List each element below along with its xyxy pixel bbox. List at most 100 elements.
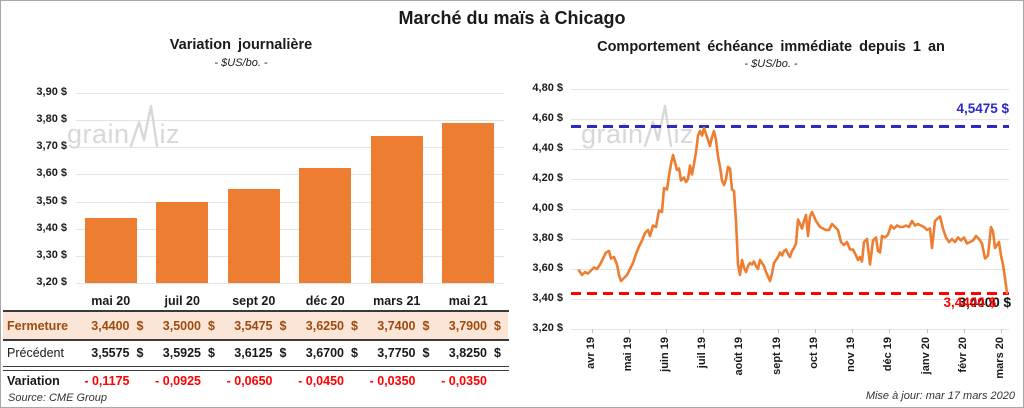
table-row-precedent: Précédent 3,5575 $3,5925 $3,6125 $3,6700 $3,7… xyxy=(3,341,508,365)
y-axis-tick-label: 4,60 $ xyxy=(532,112,563,124)
column-header-label: mai 21 xyxy=(448,294,488,308)
y-axis-tick-label: 3,50 $ xyxy=(36,194,67,207)
table-cell: - 0,0650 xyxy=(218,374,290,388)
right-chart-subtitle: - $US/bo. - xyxy=(744,58,798,70)
cell-currency: $ xyxy=(279,318,287,333)
bar-déc-20 xyxy=(299,167,352,283)
bar-mars-21 xyxy=(370,136,423,283)
column-header-label: mars 21 xyxy=(373,294,421,308)
page-title: Marché du maïs à Chicago xyxy=(398,8,626,28)
watermark-zigzag-icon xyxy=(643,104,672,148)
gridline xyxy=(571,179,1009,180)
gridline xyxy=(571,209,1009,210)
table-border-double xyxy=(3,366,509,371)
cell-currency: $ xyxy=(422,318,430,333)
cell-currency: $ xyxy=(422,346,430,360)
x-axis-tick-label: mars 20 xyxy=(994,337,1007,379)
y-axis-tick-label: 3,80 $ xyxy=(36,113,67,126)
gridline xyxy=(571,119,1009,120)
column-header-label: juil 20 xyxy=(164,294,200,308)
cell-value: - 0,0450 xyxy=(298,373,344,388)
bar-mai-20 xyxy=(84,217,137,283)
right-chart-title: Comportement échéance immédiate depuis 1… xyxy=(597,39,945,55)
gridline xyxy=(76,255,504,257)
table-cell: 3,5925 $ xyxy=(147,346,219,360)
table-cell: 3,6250 $ xyxy=(290,319,362,333)
cell-value: 3,5925 xyxy=(162,346,201,360)
x-axis-tick-label: mai 19 xyxy=(621,337,634,372)
max-dashed-line xyxy=(571,125,1009,129)
gridline xyxy=(76,228,504,230)
x-axis-tick-label: déc 19 xyxy=(882,337,895,372)
cell-value: - 0,0350 xyxy=(441,373,487,388)
grainwiz-watermark: grain iz xyxy=(67,104,180,148)
annotation-last-label-shadow: 3,4400 $ xyxy=(958,295,1011,310)
cell-currency: $ xyxy=(351,346,358,360)
x-axis-tick-label: sept 19 xyxy=(770,337,783,375)
y-axis-tick-label: 3,30 $ xyxy=(36,248,67,261)
gridline xyxy=(571,299,1009,300)
x-axis-tick xyxy=(926,329,928,333)
annotation-last-label: 3,4400 $ xyxy=(943,295,996,310)
price-line-chart xyxy=(577,126,1009,295)
table-cell: 3,7900 $ xyxy=(433,319,505,333)
last-dashed-line xyxy=(571,291,1009,295)
table-cell: - 0,1175 xyxy=(75,374,147,388)
cell-value: - 0,0350 xyxy=(369,373,416,388)
cell-currency: $ xyxy=(136,346,144,360)
gridline xyxy=(76,283,504,284)
bar-sept-20 xyxy=(227,188,280,283)
table-cell: - 0,0450 xyxy=(290,374,362,388)
gridline xyxy=(571,89,1009,90)
y-axis-tick-label: 3,60 $ xyxy=(532,262,563,274)
row-label: Variation xyxy=(7,373,60,388)
gridline xyxy=(76,93,504,94)
table-cell: 3,6125 $ xyxy=(218,346,290,360)
x-axis-tick-label: oct 19 xyxy=(807,337,820,369)
y-axis-tick-label: 3,20 $ xyxy=(36,276,67,288)
table-cell: 3,5475 $ xyxy=(218,319,290,333)
bar-mai-21 xyxy=(442,122,495,283)
gridline xyxy=(76,174,504,176)
gridline xyxy=(571,269,1009,270)
cell-currency: $ xyxy=(136,318,144,333)
cell-currency: $ xyxy=(208,346,215,360)
source-note: Source: CME Group xyxy=(8,392,108,404)
cell-currency: $ xyxy=(279,346,287,360)
cell-value: - 0,0925 xyxy=(155,373,201,388)
y-axis-tick-label: 3,70 $ xyxy=(36,140,67,153)
table-cell: 3,7400 $ xyxy=(361,319,433,333)
y-axis-tick-label: 3,20 $ xyxy=(532,322,563,334)
x-axis-tick xyxy=(628,329,630,333)
cell-value: - 0,1175 xyxy=(84,373,130,388)
update-note: Mise à jour: mar 17 mars 2020 xyxy=(865,390,1015,402)
table-cell: - 0,0350 xyxy=(361,374,433,388)
x-axis-tick xyxy=(814,329,816,333)
table-cell: 3,4400 $ xyxy=(75,319,147,333)
y-axis-tick-label: 3,40 $ xyxy=(532,292,563,304)
cell-value: 3,6125 xyxy=(234,346,273,360)
cell-value: 3,8250 xyxy=(448,346,487,360)
y-axis-tick-label: 3,40 $ xyxy=(36,221,67,234)
bar-juil-20 xyxy=(156,201,209,283)
x-axis-tick-label: juin 19 xyxy=(658,337,671,372)
y-axis-tick-label: 4,20 $ xyxy=(532,172,563,184)
gridline xyxy=(76,147,504,149)
left-chart-title: Variation journalière xyxy=(169,37,313,53)
cell-currency: $ xyxy=(494,346,501,360)
cell-value: 3,6250 xyxy=(305,318,344,333)
table-cell: 3,5575 $ xyxy=(75,346,147,360)
cell-value: 3,5575 xyxy=(91,346,130,360)
gridline xyxy=(76,201,504,203)
table-cell: 3,7750 $ xyxy=(361,346,433,360)
table-border-top xyxy=(3,310,509,312)
watermark-text-left: grain xyxy=(581,119,644,149)
column-header-label: mai 20 xyxy=(91,294,131,308)
cell-value: 3,7750 xyxy=(377,346,416,360)
y-axis-tick-label: 3,60 $ xyxy=(36,167,67,180)
x-axis-tick-label: avr 19 xyxy=(584,337,597,369)
cell-currency: $ xyxy=(351,318,358,333)
watermark-zigzag-icon xyxy=(129,104,158,148)
x-axis-tick xyxy=(889,329,891,333)
